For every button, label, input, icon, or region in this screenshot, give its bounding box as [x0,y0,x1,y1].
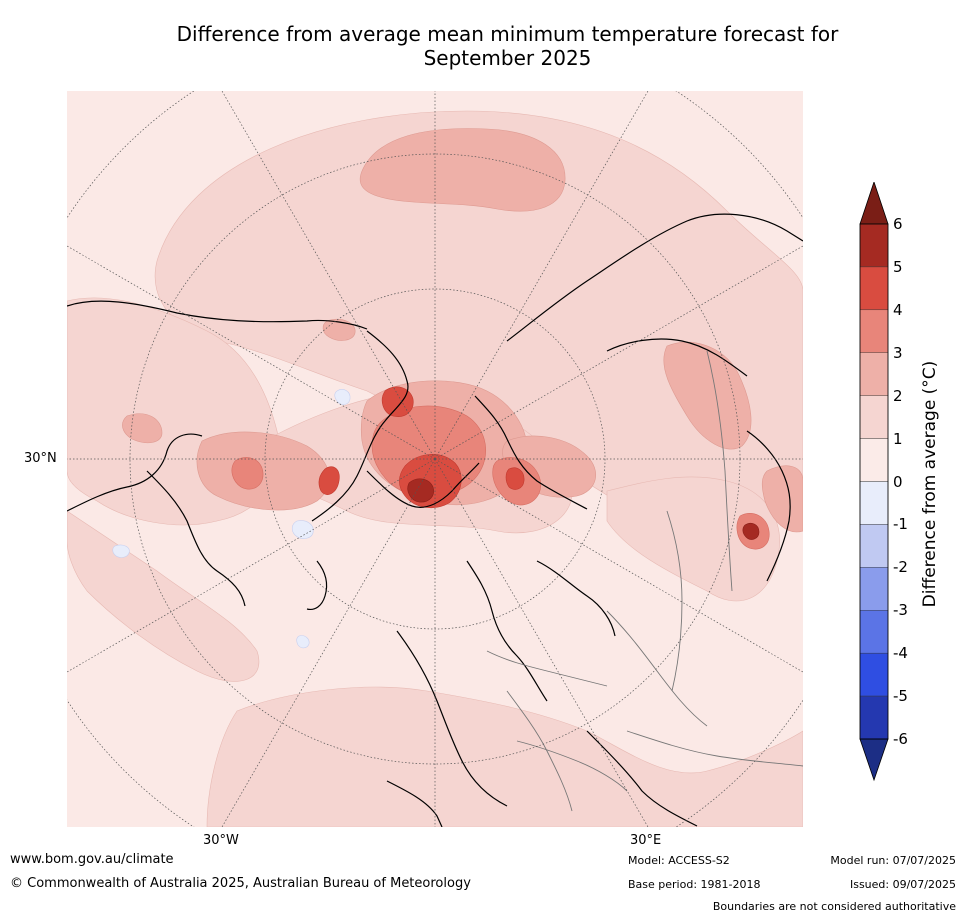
map-title: Difference from average mean minimum tem… [0,22,965,70]
colorbar-bin [859,567,889,611]
colorbar-tick-label: 5 [893,257,903,276]
colorbar-tick-label: -2 [893,558,908,577]
colorbar-outline [859,223,889,740]
colorbar-under-arrow [859,738,889,782]
forecast-map [67,91,803,827]
lat-label-30n: 30°N [24,451,57,466]
colorbar-title: Difference from average (°C) [920,360,940,608]
coastlines [67,213,803,827]
colorbar-bin [859,481,889,525]
colorbar-tick-label: -5 [893,687,908,706]
colorbar-bin [859,223,889,268]
colorbar-bins [859,223,889,740]
colorbar-svg [859,182,889,782]
colorbar-bin [859,266,889,311]
footer-copyright: © Commonwealth of Australia 2025, Austra… [10,876,471,891]
colorbar-tick-label: 1 [893,429,903,448]
colorbar-tick-label: 0 [893,472,903,491]
anomaly-negative-regions [112,389,351,649]
lon-label-30w: 30°W [203,833,239,848]
colorbar-tick-label: 6 [893,215,903,233]
colorbar-tick-label: 3 [893,343,903,362]
colorbar-tick-label: -4 [893,644,908,663]
footer-base-period: Base period: 1981-2018 [628,878,761,891]
graticule-meridians [67,91,803,827]
colorbar-bin [859,395,889,439]
colorbar-tick-label: -3 [893,601,908,620]
colorbar-bin [859,524,889,568]
footer-disclaimer: Boundaries are not considered authoritat… [712,900,956,913]
colorbar-bin [859,438,889,482]
colorbar-tick-label: 4 [893,300,903,319]
colorbar: 6 5 4 3 2 1 0 -1 -2 -3 -4 -5 -6 [856,182,965,782]
colorbar-bin [859,309,889,353]
footer-issued: Issued: 09/07/2025 [849,878,956,891]
footer-website: www.bom.gov.au/climate [10,852,174,867]
colorbar-bin [859,610,889,654]
colorbar-tick-label: -6 [893,730,908,748]
colorbar-bin [859,695,889,740]
colorbar-bin [859,352,889,396]
map-svg [67,91,803,827]
lon-label-30e: 30°E [630,833,662,848]
title-line-2: September 2025 [423,46,592,70]
colorbar-tick-label: 2 [893,386,903,405]
anomaly-5-6-regions [407,478,760,540]
country-borders [486,350,803,812]
colorbar-bin [859,652,889,697]
footer-model-run: Model run: 07/07/2025 [830,854,956,867]
colorbar-tick-label: -1 [893,515,908,534]
footer-model: Model: ACCESS-S2 [628,854,730,867]
colorbar-over-arrow [859,182,889,225]
title-line-1: Difference from average mean minimum tem… [176,22,839,46]
